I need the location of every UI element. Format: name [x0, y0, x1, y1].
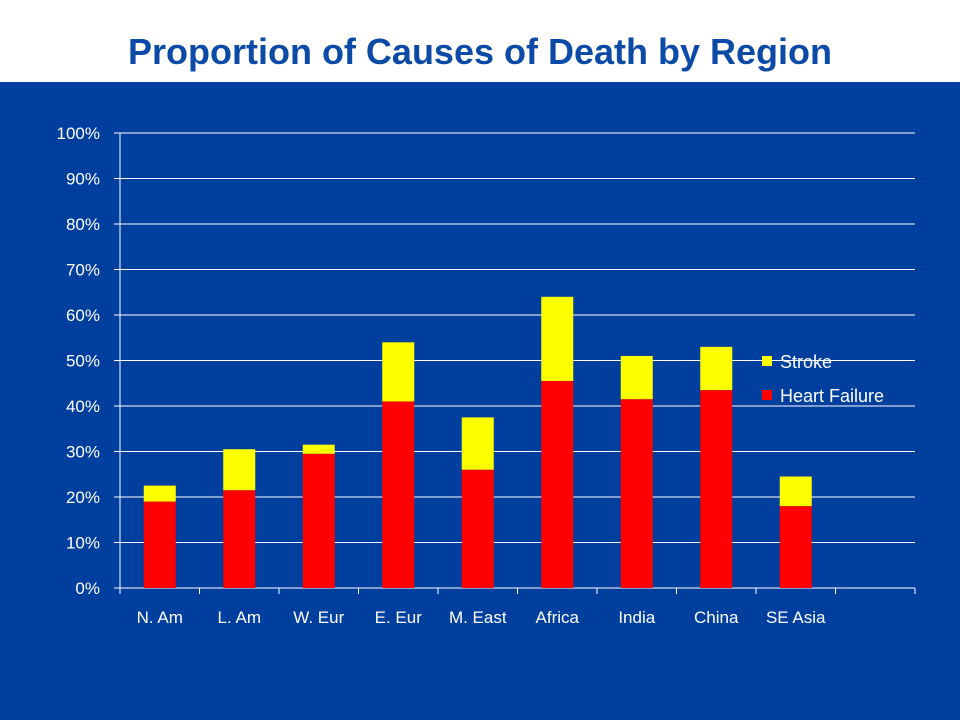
y-tick-label: 0%: [75, 579, 100, 598]
y-tick-label: 50%: [66, 352, 100, 371]
y-tick-label: 20%: [66, 488, 100, 507]
title-bar: Proportion of Causes of Death by Region: [0, 0, 960, 82]
y-tick-label: 30%: [66, 443, 100, 462]
y-tick-label: 90%: [66, 170, 100, 189]
x-tick-label: N. Am: [137, 608, 183, 627]
bar-heart-failure: [143, 501, 176, 588]
bar-stroke: [461, 417, 494, 470]
x-tick-label: M. East: [449, 608, 507, 627]
x-tick-label: E. Eur: [375, 608, 423, 627]
bar-stroke: [700, 346, 733, 391]
bar-stroke: [541, 296, 574, 381]
y-tick-label: 10%: [66, 534, 100, 553]
bar-heart-failure: [223, 490, 256, 588]
y-tick-label: 70%: [66, 261, 100, 280]
y-tick-label: 60%: [66, 306, 100, 325]
y-tick-label: 100%: [57, 124, 100, 143]
bar-heart-failure: [620, 399, 653, 588]
bar-heart-failure: [302, 453, 335, 588]
x-tick-label: SE Asia: [766, 608, 826, 627]
bar-heart-failure: [700, 390, 733, 588]
bar-stroke: [223, 449, 256, 491]
bar-heart-failure: [461, 469, 494, 588]
x-tick-label: L. Am: [218, 608, 261, 627]
bar-heart-failure: [541, 380, 574, 588]
x-tick-label: China: [694, 608, 739, 627]
bar-heart-failure: [779, 506, 812, 588]
x-tick-label: Africa: [536, 608, 580, 627]
y-tick-label: 80%: [66, 215, 100, 234]
chart-title: Proportion of Causes of Death by Region: [127, 31, 833, 72]
bar-heart-failure: [382, 401, 415, 588]
bar-stroke: [779, 476, 812, 507]
x-tick-label: W. Eur: [293, 608, 344, 627]
bar-stroke: [620, 355, 653, 400]
bar-stroke: [302, 444, 335, 454]
legend-swatch-heart-failure: [762, 390, 772, 400]
legend-label-stroke: Stroke: [780, 352, 832, 372]
legend-label-heart-failure: Heart Failure: [780, 386, 884, 406]
legend-swatch-stroke: [762, 356, 772, 366]
y-tick-label: 40%: [66, 397, 100, 416]
bar-stroke: [382, 342, 415, 402]
bar-stroke: [143, 485, 176, 502]
x-tick-label: India: [618, 608, 655, 627]
chart-panel: [0, 82, 960, 720]
